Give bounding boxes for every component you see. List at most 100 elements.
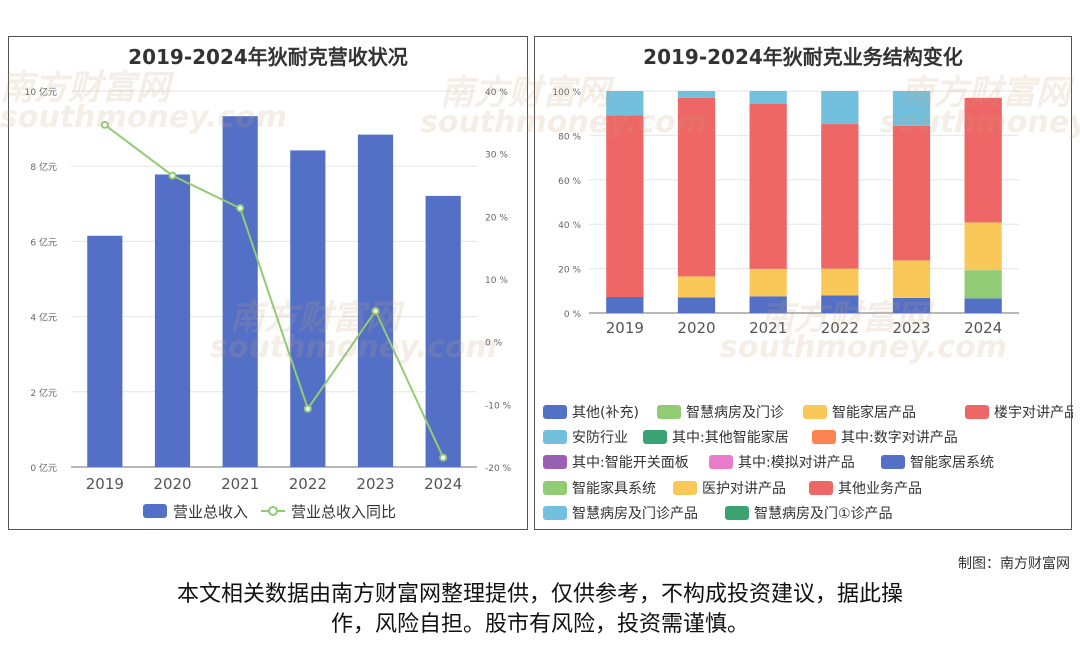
stack-segment [606,91,644,116]
structure-chart-svg: 0 % 20 % 40 % 60 % 80 % 100 % 2019 2020 2021 2022… [543,88,1073,522]
stack-segment [892,260,931,298]
legend-label: 智能家居系统 [910,454,994,471]
disclaimer: 本文相关数据由南方财富网整理提供，仅供参考，不构成投资建议，据此操 作，风险自担… [40,580,1040,640]
revenue-chart-panel: 2019-2024年狄耐克营收状况 0 亿元 2 亿元 4 亿元 6 亿元 8 亿元 10… [8,36,528,530]
x-tick-label: 2020 [677,319,715,337]
legend-label: 其他业务产品 [838,481,922,497]
legend-label: 智慧病房及门①诊产品 [754,506,893,522]
y-tick-label: 20 % [558,266,581,276]
y-tick-label: 100 % [552,88,581,98]
legend-swatch [812,430,836,444]
yoy-point [100,120,109,129]
stack-segment [821,91,859,125]
legend-swatch [543,455,567,469]
stack-segment [606,297,644,313]
y-tick-label: 60 % [558,177,581,187]
y-left-tick-label: 2 亿元 [30,387,57,399]
y-right-tick-label: 20 % [485,213,508,223]
yoy-point [371,306,380,315]
revenue-chart-title: 2019-2024年狄耐克营收状况 [128,45,408,69]
structure-chart-panel: 2019-2024年狄耐克业务结构变化 0 % 20 % 40 % 60 % 80 % 1… [534,36,1073,530]
x-tick-label: 2020 [153,475,191,493]
y-right-tick-label: 10 % [485,276,508,286]
legend-label-yoy: 营业总收入同比 [291,503,396,521]
stack-segment [606,115,644,298]
stack-segment [964,270,1002,299]
stack-segment [749,296,787,313]
y-tick-label: 0 % [564,310,582,320]
legend-label: 其他(补充) [572,405,639,421]
stack-segment [892,125,931,261]
revenue-bar [154,174,191,468]
legend-swatch [965,405,989,419]
legend-label: 安防行业 [572,430,628,446]
stack-segment [677,297,716,313]
x-tick-label: 2019 [606,319,644,337]
structure-chart-title: 2019-2024年狄耐克业务结构变化 [643,45,963,69]
stack-segment [892,91,931,126]
legend-swatch [543,506,567,520]
y-tick-label: 80 % [558,132,581,142]
stack-segment [964,298,1002,313]
yoy-point [168,171,177,180]
stack-segment [749,91,787,104]
stack-segment [964,97,1002,223]
stack-segment [677,91,716,98]
legend-label: 智能家具系统 [572,480,656,497]
revenue-bar [425,195,461,468]
y-right-tick-label: -10 % [485,401,512,411]
x-tick-label: 2022 [289,475,327,493]
y-left-tick-label: 8 亿元 [30,161,57,173]
stack-segment [821,268,859,296]
legend-swatch [709,455,733,469]
legend-swatch [673,481,697,495]
x-tick-label: 2024 [964,319,1002,337]
x-tick-label: 2023 [892,319,930,337]
legend-label: 智慧病房及门诊产品 [572,506,698,522]
stack-segment [677,276,716,298]
stack-segment [892,297,931,313]
y-left-tick-label: 0 亿元 [30,462,57,474]
yoy-point [303,404,312,413]
legend-label: 其中:模拟对讲产品 [738,455,855,471]
y-right-tick-label: 30 % [485,151,508,161]
legend-swatch [643,430,667,444]
legend-swatch [543,481,567,495]
y-right-tick-label: 40 % [485,88,508,98]
y-left-tick-label: 10 亿元 [25,86,57,98]
legend-label: 智能家居产品 [832,404,916,421]
x-tick-label: 2021 [221,475,259,493]
legend-label-revenue: 营业总收入 [173,503,248,521]
stack-segment [821,124,859,269]
revenue-bar [87,235,123,467]
revenue-bar [357,134,394,467]
disclaimer-line: 本文相关数据由南方财富网整理提供，仅供参考，不构成投资建议，据此操 [176,582,903,607]
revenue-chart-svg: 0 亿元 2 亿元 4 亿元 6 亿元 8 亿元 10 亿元 -20 % -10 % 0 % 10… [25,86,512,521]
stack-segment [964,222,1002,271]
legend-swatch [803,405,827,419]
legend-label: 其中:其他智能家居 [672,429,789,446]
y-tick-label: 40 % [558,221,581,231]
legend-swatch [657,405,681,419]
stack-segment [821,295,859,313]
legend-label: 其中:数字对讲产品 [841,430,958,446]
legend-label: 楼宇对讲产品 [994,405,1073,421]
x-tick-label: 2021 [749,319,787,337]
yoy-point [439,453,448,462]
y-right-tick-label: 0 % [485,339,503,349]
revenue-bar [290,150,326,467]
disclaimer-line: 作，风险自担。股市有风险，投资需谨慎。 [330,612,749,637]
legend-swatch [881,455,905,469]
legend-swatch [809,481,833,495]
legend-swatch [725,506,749,520]
stack-segment [677,97,716,277]
x-tick-label: 2019 [86,475,124,493]
legend-label: 其中:智能开关面板 [572,455,689,471]
chart-credit: 制图：南方财富网 [958,556,1070,572]
stack-segment [749,103,787,269]
y-left-tick-label: 4 亿元 [30,312,57,324]
stack-segment [749,268,787,297]
legend-swatch-revenue [143,504,167,518]
yoy-line [104,124,445,459]
y-right-tick-label: -20 % [485,464,512,474]
